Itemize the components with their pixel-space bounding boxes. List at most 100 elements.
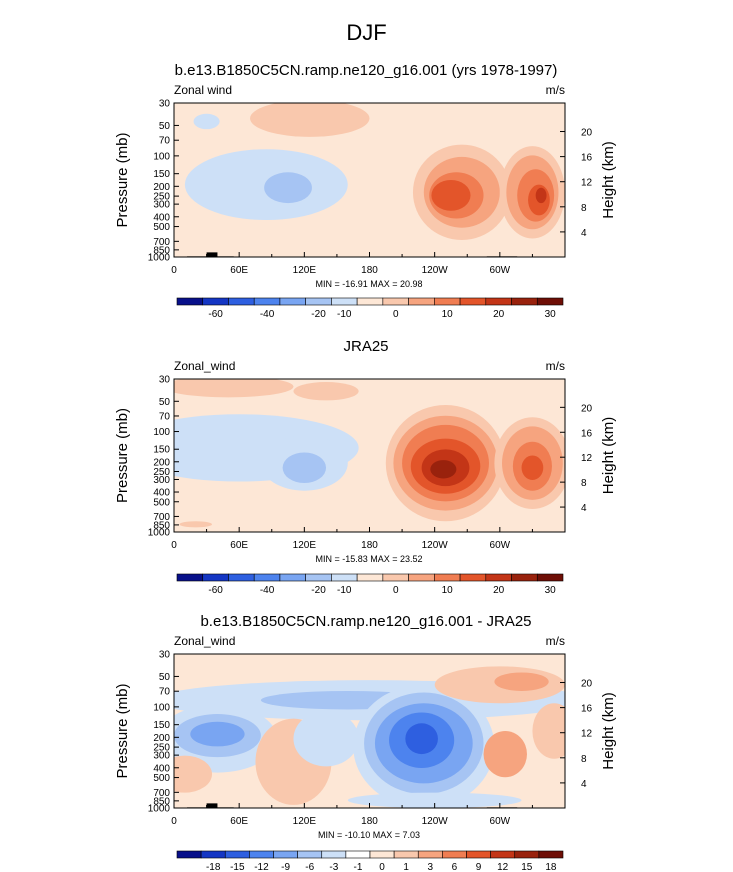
y2-tick-label: 12 [581,178,593,189]
colorbar-label: -60 [208,309,223,320]
contour-region [250,103,370,137]
contour-region [193,113,220,130]
colorbar-label: -40 [260,585,275,596]
colorbar-swatch [273,850,298,859]
colorbar-swatch [459,573,487,582]
colorbar-label: -20 [311,309,326,320]
contour-region [347,792,522,808]
y2-tick-label: 8 [581,754,587,765]
colorbar-label: -10 [337,585,352,596]
y-tick-label: 150 [153,169,170,180]
colorbar-swatch [538,850,564,859]
variable-label: Zonal wind [174,83,232,97]
colorbar-swatch [485,573,512,582]
y-tick-label: 250 [153,467,170,478]
colorbar-swatch [536,573,564,582]
colorbar: -18 -15 -12 -9 -6 -3 -1 0 1 3 6 9 12 15 18 [176,850,564,872]
y-tick-label: 700 [153,237,170,248]
colorbar-swatch [297,850,323,859]
y-tick-label: 1000 [148,528,171,539]
units-label: m/s [546,83,565,97]
y2-axis-label: Height (km) [600,141,617,219]
y-tick-label: 200 [153,457,170,468]
y-tick-label: 250 [153,192,170,203]
contour-region [293,382,359,401]
y-tick-label: 200 [153,182,170,193]
y-tick-label: 1000 [148,804,171,815]
colorbar-label: 30 [545,309,557,320]
x-tick-label: 120E [293,540,317,551]
y2-tick-label: 8 [581,478,587,489]
y-tick-label: 100 [153,702,170,713]
units-label: m/s [546,359,565,373]
colorbar-swatch [202,573,229,582]
y2-tick-label: 12 [581,453,593,464]
contour-region [535,187,547,204]
units-label: m/s [546,634,565,648]
contour-region [521,455,544,480]
y-tick-label: 250 [153,743,170,754]
x-tick-label: 60E [230,265,248,276]
colorbar-swatch [434,573,461,582]
y-tick-label: 850 [153,245,170,256]
colorbar-swatch [356,297,384,306]
y-axis-label: Pressure (mb) [114,683,131,778]
colorbar-swatch [466,850,491,859]
contour-region [405,723,438,755]
colorbar-swatch [356,573,384,582]
colorbar-swatch [224,850,250,859]
x-tick-label: 60E [230,816,248,827]
colorbar-swatch [176,850,202,859]
x-tick-label: 60W [490,540,511,551]
y-tick-label: 70 [159,411,171,422]
colorbar-swatch [382,297,409,306]
y2-tick-label: 16 [581,153,593,164]
y2-tick-label: 4 [581,503,587,514]
min-max-stats: MIN = -10.10 MAX = 7.03 [318,830,420,840]
colorbar-swatch [393,850,419,859]
colorbar-swatch [249,850,274,859]
colorbar-label: 0 [393,309,399,320]
x-tick-label: 120W [422,816,449,827]
y2-tick-label: 16 [581,428,593,439]
colorbar-label: 18 [545,862,557,872]
y-tick-label: 500 [153,497,170,508]
x-tick-label: 180 [361,816,378,827]
y-tick-label: 400 [153,212,170,223]
colorbar-label: 20 [493,585,505,596]
colorbar-label: -12 [254,862,269,872]
y-tick-label: 100 [153,427,170,438]
colorbar-label: 6 [452,862,458,872]
contour-region [532,703,565,759]
y-tick-label: 30 [159,99,171,110]
colorbar-swatch [321,850,347,859]
colorbar-swatch [228,297,255,306]
y-tick-label: 500 [153,222,170,233]
colorbar-swatch [382,573,409,582]
contour-region [190,721,245,747]
min-max-stats: MIN = -16.91 MAX = 20.98 [315,279,422,289]
colorbar-swatch [511,297,538,306]
y-tick-label: 700 [153,512,170,523]
y2-tick-label: 20 [581,128,593,139]
y-tick-label: 700 [153,788,170,799]
x-tick-label: 120E [293,816,317,827]
topography-mask [206,252,218,257]
topography-mask [206,803,218,808]
colorbar-label: -3 [329,862,338,872]
colorbar-swatch [408,297,435,306]
colorbar-swatch [305,573,332,582]
colorbar-swatch [305,297,332,306]
colorbar-swatch [485,297,512,306]
y-tick-label: 50 [159,397,171,408]
contour-region [174,379,294,398]
y-axis-label: Pressure (mb) [114,132,131,227]
colorbar-swatch [369,850,395,859]
colorbar-label: 10 [442,309,454,320]
colorbar-swatch [490,850,516,859]
contour-region [282,452,327,484]
y-tick-label: 70 [159,687,171,698]
colorbar: -60 -40 -20 -10 0 10 20 30 [176,297,564,320]
colorbar-swatch [279,297,306,306]
